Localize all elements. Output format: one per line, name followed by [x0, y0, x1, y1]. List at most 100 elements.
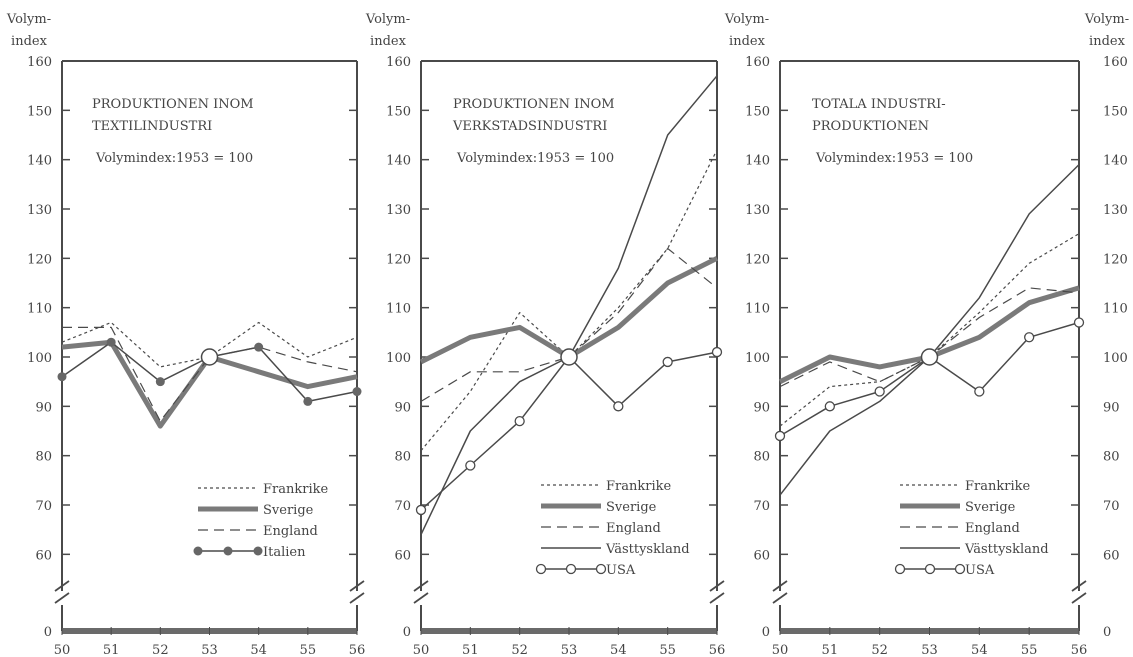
- legend-marker: [924, 563, 936, 575]
- axis-break-mark: [772, 592, 788, 604]
- legend-marker: [954, 563, 966, 575]
- y-tick-label: 160: [386, 55, 411, 70]
- x-tick-label: 50: [413, 643, 430, 657]
- chart-panel-2: 160 150 140 130 120 110 100 90 80 70 60 050 51 52 53 54…: [365, 12, 725, 657]
- chart-subtitle: Volymindex:1953 = 100: [456, 151, 614, 166]
- legend-label: Frankrike: [263, 482, 328, 497]
- axis-break-mark: [54, 592, 70, 604]
- y-axis-label: Volym-: [6, 12, 51, 27]
- y-axis-label: Volym-: [365, 12, 410, 27]
- y-tick-label: 160: [745, 55, 770, 70]
- x-tick-label: 53: [921, 643, 938, 657]
- legend-label: Sverige: [965, 500, 1016, 515]
- axis-break-mark: [54, 580, 70, 592]
- axis-break-mark: [349, 592, 365, 604]
- legend-marker: [595, 563, 607, 575]
- x-tick-label: 51: [103, 643, 120, 657]
- y-tick-label: 60: [394, 548, 411, 563]
- legend-label: Västtyskland: [605, 542, 690, 557]
- legend-marker: [193, 546, 203, 556]
- series-line-frankrike: [779, 233, 1080, 427]
- x-tick-label: 53: [561, 643, 578, 657]
- y-tick-label: 140: [386, 154, 411, 169]
- y-axis-label: index: [729, 34, 766, 49]
- chart-title: PRODUKTIONEN INOM: [92, 97, 254, 112]
- data-point: [465, 460, 476, 471]
- series-line-england: [420, 247, 718, 402]
- x-tick-label: 54: [971, 643, 988, 657]
- chart-panel-1: 160 150 140 130 120 110 100 90 80 70 60 050 51 52 53 54…: [6, 12, 365, 657]
- chart-title: TOTALA INDUSTRI-: [812, 97, 946, 112]
- legend-marker: [253, 546, 263, 556]
- y-tick-label: 100: [27, 351, 52, 366]
- chart-title: VERKSTADSINDUSTRI: [452, 119, 607, 134]
- x-tick-label: 52: [152, 643, 169, 657]
- y-tick-label-right: 0: [1103, 625, 1111, 640]
- y-tick-label-right: 80: [1103, 450, 1120, 465]
- legend-label: Frankrike: [965, 479, 1030, 494]
- legend-marker: [894, 563, 906, 575]
- y-tick-label: 100: [745, 351, 770, 366]
- y-tick-label: 60: [753, 548, 770, 563]
- series-line-västtyskland: [779, 164, 1080, 496]
- x-tick-label: 52: [511, 643, 528, 657]
- axis-break-mark: [413, 592, 429, 604]
- y-axis-label: index: [11, 34, 48, 49]
- y-tick-label: 130: [386, 203, 411, 218]
- axis-break-mark: [349, 580, 365, 592]
- data-point: [303, 396, 313, 406]
- y-tick-label: 120: [745, 252, 770, 267]
- y-tick-label: 0: [762, 625, 770, 640]
- y-tick-label: 100: [386, 351, 411, 366]
- x-tick-label: 56: [349, 643, 366, 657]
- data-point: [1073, 317, 1085, 328]
- y-tick-label: 150: [27, 104, 52, 119]
- y-axis-label: Volym-: [724, 12, 769, 27]
- y-tick-label: 80: [35, 450, 52, 465]
- y-tick-label: 110: [386, 302, 411, 317]
- y-tick-label-right: 160: [1103, 55, 1128, 70]
- y-tick-label-right: 100: [1103, 351, 1128, 366]
- y-tick-label: 80: [753, 450, 770, 465]
- legend-label: England: [965, 521, 1020, 536]
- base-year-marker: [920, 348, 939, 366]
- y-tick-label-right: 130: [1103, 203, 1128, 218]
- legend-label: USA: [606, 563, 636, 578]
- legend-marker: [223, 546, 233, 556]
- x-tick-label: 56: [709, 643, 726, 657]
- base-year-marker: [560, 348, 578, 366]
- data-point: [155, 377, 165, 387]
- y-axis-label-right: Volym-: [1084, 12, 1129, 27]
- y-tick-label: 0: [44, 625, 52, 640]
- data-point: [774, 430, 786, 442]
- y-tick-label: 90: [753, 400, 770, 415]
- series-line-sverige: [778, 285, 1080, 384]
- data-point: [1024, 332, 1035, 343]
- series-line-sverige: [419, 256, 719, 365]
- y-tick-label: 80: [394, 450, 411, 465]
- chart-title: PRODUKTIONEN: [812, 119, 929, 134]
- y-tick-label: 130: [27, 203, 52, 218]
- legend-label: Sverige: [606, 500, 657, 515]
- y-tick-label: 130: [745, 203, 770, 218]
- x-tick-label: 56: [1071, 643, 1088, 657]
- series-line-usa: [779, 321, 1080, 437]
- axis-break-mark: [1071, 580, 1087, 592]
- axis-break-mark: [413, 580, 429, 592]
- y-tick-label: 70: [35, 499, 52, 514]
- x-tick-label: 51: [822, 643, 839, 657]
- y-tick-label: 120: [27, 252, 52, 267]
- data-point: [106, 337, 116, 347]
- data-point: [824, 401, 835, 412]
- data-point: [711, 346, 723, 358]
- x-tick-label: 52: [871, 643, 888, 657]
- series-line-england: [62, 326, 358, 422]
- legend-label: England: [263, 524, 318, 539]
- series-line-usa: [420, 351, 718, 511]
- legend-marker: [565, 563, 577, 575]
- data-point: [57, 372, 67, 382]
- data-point: [613, 401, 624, 412]
- x-tick-label: 55: [1021, 643, 1038, 657]
- data-point: [514, 415, 525, 427]
- base-year-marker: [200, 348, 219, 366]
